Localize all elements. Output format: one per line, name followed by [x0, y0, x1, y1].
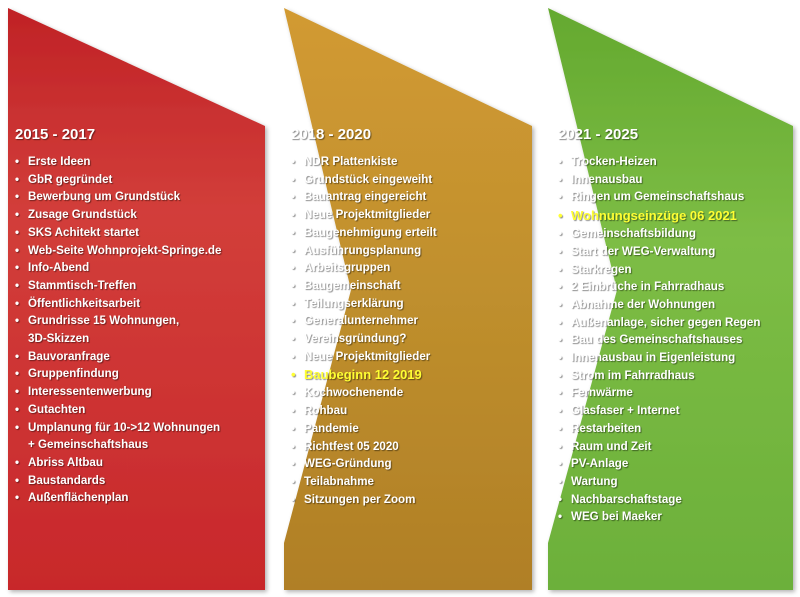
milestone-item: Grundstück eingeweiht [291, 171, 501, 189]
milestone-item: Ringen um Gemeinschaftshaus [558, 188, 773, 206]
milestone-item: Ausführungsplanung [291, 242, 501, 260]
milestone-item-highlight: Baubeginn 12 2019 [291, 365, 501, 384]
milestone-item: Teilungserklärung [291, 295, 501, 313]
milestone-item: Teilabnahme [291, 473, 501, 491]
milestone-item: Kochwochenende [291, 384, 501, 402]
milestone-item: PV-Anlage [558, 455, 773, 473]
phase-column-2018-2020: 2018 - 2020 NDR PlattenkisteGrundstück e… [291, 126, 501, 508]
milestone-item: Bauantrag eingereicht [291, 188, 501, 206]
phase-column-2021-2025: 2021 - 2025 Trocken-HeizenInnenausbauRin… [558, 126, 773, 526]
milestone-item: Arbeitsgruppen [291, 259, 501, 277]
milestone-item: Rohbau [291, 402, 501, 420]
milestone-item: Innenausbau in Eigenleistung [558, 349, 773, 367]
milestone-item: Bewerbung um Grundstück [15, 188, 230, 206]
milestone-item: Baugemeinschaft [291, 277, 501, 295]
milestone-item: Sitzungen per Zoom [291, 491, 501, 509]
milestone-item: Abnahme der Wohnungen [558, 296, 773, 314]
milestone-item: NDR Plattenkiste [291, 153, 501, 171]
milestone-item: Baustandards [15, 472, 230, 490]
milestone-item: Restarbeiten [558, 420, 773, 438]
milestone-item: Neue Projektmitglieder [291, 206, 501, 224]
milestone-item: Nachbarschaftstage [558, 491, 773, 509]
milestone-item: Baugenehmigung erteilt [291, 224, 501, 242]
milestone-list: Trocken-HeizenInnenausbauRingen um Gemei… [558, 153, 773, 526]
milestone-item: Außenflächenplan [15, 489, 230, 507]
phase-title: 2018 - 2020 [291, 126, 372, 143]
milestone-item: Richtfest 05 2020 [291, 438, 501, 456]
milestone-item: Außenanlage, sicher gegen Regen [558, 314, 773, 332]
milestone-item: Öffentlichkeitsarbeit [15, 295, 230, 313]
milestone-item: Interessentenwerbung [15, 383, 230, 401]
milestone-item: Glasfaser + Internet [558, 402, 773, 420]
milestone-item: Fernwärme [558, 384, 773, 402]
milestone-item: Stammtisch-Treffen [15, 277, 230, 295]
milestone-item: Raum und Zeit [558, 438, 773, 456]
milestone-item: Info-Abend [15, 259, 230, 277]
milestone-item: Bau des Gemeinschaftshauses [558, 331, 773, 349]
phase-column-2015-2017: 2015 - 2017 Erste IdeenGbR gegründetBewe… [15, 126, 230, 507]
milestone-item: Gruppenfindung [15, 365, 230, 383]
milestone-item: Grundrisse 15 Wohnungen, 3D-Skizzen [15, 312, 230, 347]
milestone-item: Pandemie [291, 420, 501, 438]
milestone-list: Erste IdeenGbR gegründetBewerbung um Gru… [15, 153, 230, 507]
milestone-item: WEG bei Maeker [558, 508, 773, 526]
milestone-item: Gemeinschaftsbildung [558, 225, 773, 243]
milestone-item: Strom im Fahrradhaus [558, 367, 773, 385]
milestone-item: Start der WEG-Verwaltung [558, 243, 773, 261]
milestone-item: Umplanung für 10->12 Wohnungen + Gemeins… [15, 419, 230, 454]
milestone-list: NDR PlattenkisteGrundstück eingeweihtBau… [291, 153, 501, 508]
phase-title: 2015 - 2017 [15, 126, 96, 143]
milestone-item: GbR gegründet [15, 171, 230, 189]
milestone-item: Gutachten [15, 401, 230, 419]
milestone-item: Generalunternehmer [291, 312, 501, 330]
milestone-item: Vereinsgründung? [291, 330, 501, 348]
milestone-item: 2 Einbrüche in Fahrradhaus [558, 278, 773, 296]
milestone-item: Zusage Grundstück [15, 206, 230, 224]
milestone-item: Trocken-Heizen [558, 153, 773, 171]
phase-title: 2021 - 2025 [558, 126, 639, 143]
milestone-item: SKS Achitekt startet [15, 224, 230, 242]
milestone-item: Abriss Altbau [15, 454, 230, 472]
milestone-item: Innenausbau [558, 171, 773, 189]
milestone-item: Neue Projektmitglieder [291, 348, 501, 366]
milestone-item: Web-Seite Wohnprojekt-Springe.de [15, 242, 230, 260]
milestone-item: WEG-Gründung [291, 455, 501, 473]
milestone-item: Wartung [558, 473, 773, 491]
milestone-item: Starkregen [558, 261, 773, 279]
milestone-item-highlight: Wohnungseinzüge 06 2021 [558, 206, 773, 225]
milestone-item: Erste Ideen [15, 153, 230, 171]
milestone-item: Bauvoranfrage [15, 348, 230, 366]
